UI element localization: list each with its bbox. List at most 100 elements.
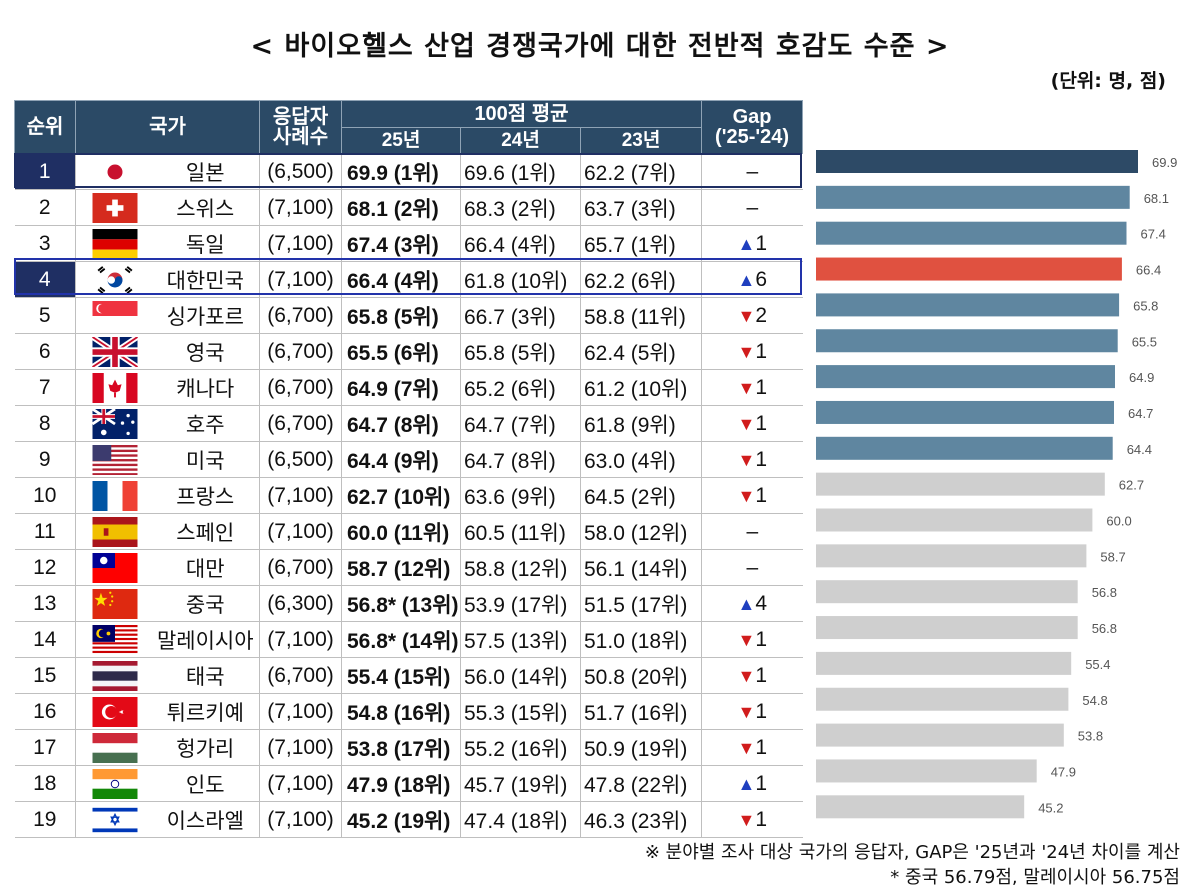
score-2025: 54.8 (16위): [341, 693, 461, 730]
score-2025: 55.4 (15위): [341, 657, 461, 694]
score-2025: 69.9 (1위): [341, 153, 461, 190]
table-row: 1 일본 (6,500) 69.9 (1위) 69.6 (1위) 62.2 (7위) –: [14, 153, 803, 190]
rank-cell: 5: [14, 297, 76, 334]
gap-value: 6: [755, 267, 768, 291]
table-row: 10 프랑스 (7,100) 62.7 (10위) 63.6 (9위) 64.5 (2위)…: [14, 477, 803, 514]
score-2025: 64.4 (9위): [341, 441, 461, 478]
rank-cell: 4: [14, 261, 76, 298]
bar-value-label: 47.9: [1051, 764, 1076, 779]
rank-cell: 16: [14, 693, 76, 730]
arrow-up-icon: ▲: [737, 269, 756, 290]
bar: [816, 221, 1127, 245]
table-row: 16 튀르키예 (7,100) 54.8 (16위) 55.3 (15위) 51.7 (1…: [14, 693, 803, 730]
score-2025: 58.7 (12위): [341, 549, 461, 586]
score-2024: 53.9 (17위): [460, 585, 581, 622]
gap-value: 4: [755, 591, 768, 615]
gap-value: 1: [755, 411, 768, 435]
arrow-down-icon: ▼: [737, 737, 756, 758]
header-respondents: 응답자 사례수: [259, 100, 342, 154]
arrow-down-icon: ▼: [737, 629, 756, 650]
israel-flag-icon: [75, 801, 154, 838]
bar-value-label: 67.4: [1141, 227, 1166, 242]
china-flag-icon: [75, 585, 154, 622]
rank-cell: 19: [14, 801, 76, 838]
country-name: 대한민국: [153, 261, 260, 298]
bar: [816, 400, 1114, 424]
footnote-method: ※ 분야별 조사 대상 국가의 응답자, GAP은 '25년과 '24년 차이를…: [644, 842, 1180, 863]
score-2025: 56.8* (13위): [341, 585, 461, 622]
gap-cell: ▼1: [701, 477, 803, 514]
respondent-count: (7,100): [259, 513, 342, 550]
bar-value-label: 55.4: [1085, 657, 1110, 672]
gap-cell: ▲6: [701, 261, 803, 298]
respondent-count: (6,700): [259, 297, 342, 334]
spain-flag-icon: [75, 513, 154, 550]
score-2024: 64.7 (8위): [460, 441, 581, 478]
score-2023: 65.7 (1위): [580, 225, 703, 262]
score-2025: 68.1 (2위): [341, 189, 461, 226]
score-2023: 63.0 (4위): [580, 441, 703, 478]
gap-value: 2: [755, 303, 768, 327]
score-2025: 62.7 (10위): [341, 477, 461, 514]
table-row: 14 말레이시아 (7,100) 56.8* (14위) 57.5 (13위) 51.0 …: [14, 621, 803, 658]
score-2023: 51.0 (18위): [580, 621, 703, 658]
score-2023: 50.9 (19위): [580, 729, 703, 766]
gap-cell: ▼1: [701, 369, 803, 406]
singapore-flag-icon: [75, 297, 154, 334]
country-name: 싱가포르: [153, 297, 260, 334]
country-name: 스페인: [153, 513, 260, 550]
thailand-flag-icon: [75, 657, 154, 694]
japan-flag-icon: [75, 153, 154, 190]
respondent-count: (6,700): [259, 333, 342, 370]
score-2024: 55.2 (16위): [460, 729, 581, 766]
rank-cell: 8: [14, 405, 76, 442]
bar-value-label: 56.8: [1092, 621, 1117, 636]
bar-value-label: 68.1: [1144, 191, 1169, 206]
table-row: 13 중국 (6,300) 56.8* (13위) 53.9 (17위) 51.5 (17…: [14, 585, 803, 622]
bar-value-label: 64.7: [1128, 406, 1153, 421]
arrow-down-icon: ▼: [737, 485, 756, 506]
score-2025: 45.2 (19위): [341, 801, 461, 838]
gap-cell: ▼2: [701, 297, 803, 334]
score-2023: 56.1 (14위): [580, 549, 703, 586]
header-y24: 24년: [460, 127, 581, 154]
respondent-count: (7,100): [259, 765, 342, 802]
hungary-flag-icon: [75, 729, 154, 766]
country-name: 튀르키예: [153, 693, 260, 730]
bar: [816, 544, 1087, 568]
score-2025: 64.7 (8위): [341, 405, 461, 442]
bar: [816, 651, 1072, 675]
score-2023: 51.7 (16위): [580, 693, 703, 730]
canada-flag-icon: [75, 369, 154, 406]
gap-cell: –: [701, 549, 803, 586]
bar: [816, 185, 1130, 209]
score-2025: 53.8 (17위): [341, 729, 461, 766]
uk-flag-icon: [75, 333, 154, 370]
table-row: 7 캐나다 (6,700) 64.9 (7위) 65.2 (6위) 61.2 (10위) ▼…: [14, 369, 803, 406]
score-2023: 61.8 (9위): [580, 405, 703, 442]
rank-cell: 15: [14, 657, 76, 694]
respondent-count: (6,700): [259, 549, 342, 586]
score-2024: 63.6 (9위): [460, 477, 581, 514]
bar-value-label: 64.9: [1129, 370, 1154, 385]
bar-value-label: 62.7: [1119, 478, 1144, 493]
country-name: 이스라엘: [153, 801, 260, 838]
score-2024: 69.6 (1위): [460, 153, 581, 190]
country-name: 말레이시아: [153, 621, 260, 658]
gap-cell: –: [701, 513, 803, 550]
bar: [816, 616, 1078, 640]
country-name: 호주: [153, 405, 260, 442]
taiwan-flag-icon: [75, 549, 154, 586]
country-name: 스위스: [153, 189, 260, 226]
header-gap-line1: Gap: [732, 106, 772, 128]
respondent-count: (7,100): [259, 477, 342, 514]
header-y23: 23년: [579, 127, 703, 154]
rank-cell: 14: [14, 621, 76, 658]
arrow-down-icon: ▼: [737, 305, 756, 326]
gap-cell: ▼1: [701, 333, 803, 370]
country-name: 헝가리: [153, 729, 260, 766]
table-row: 11 스페인 (7,100) 60.0 (11위) 60.5 (11위) 58.0 (12…: [14, 513, 803, 550]
gap-value: 1: [755, 663, 768, 687]
score-2023: 61.2 (10위): [580, 369, 703, 406]
arrow-down-icon: ▼: [737, 377, 756, 398]
